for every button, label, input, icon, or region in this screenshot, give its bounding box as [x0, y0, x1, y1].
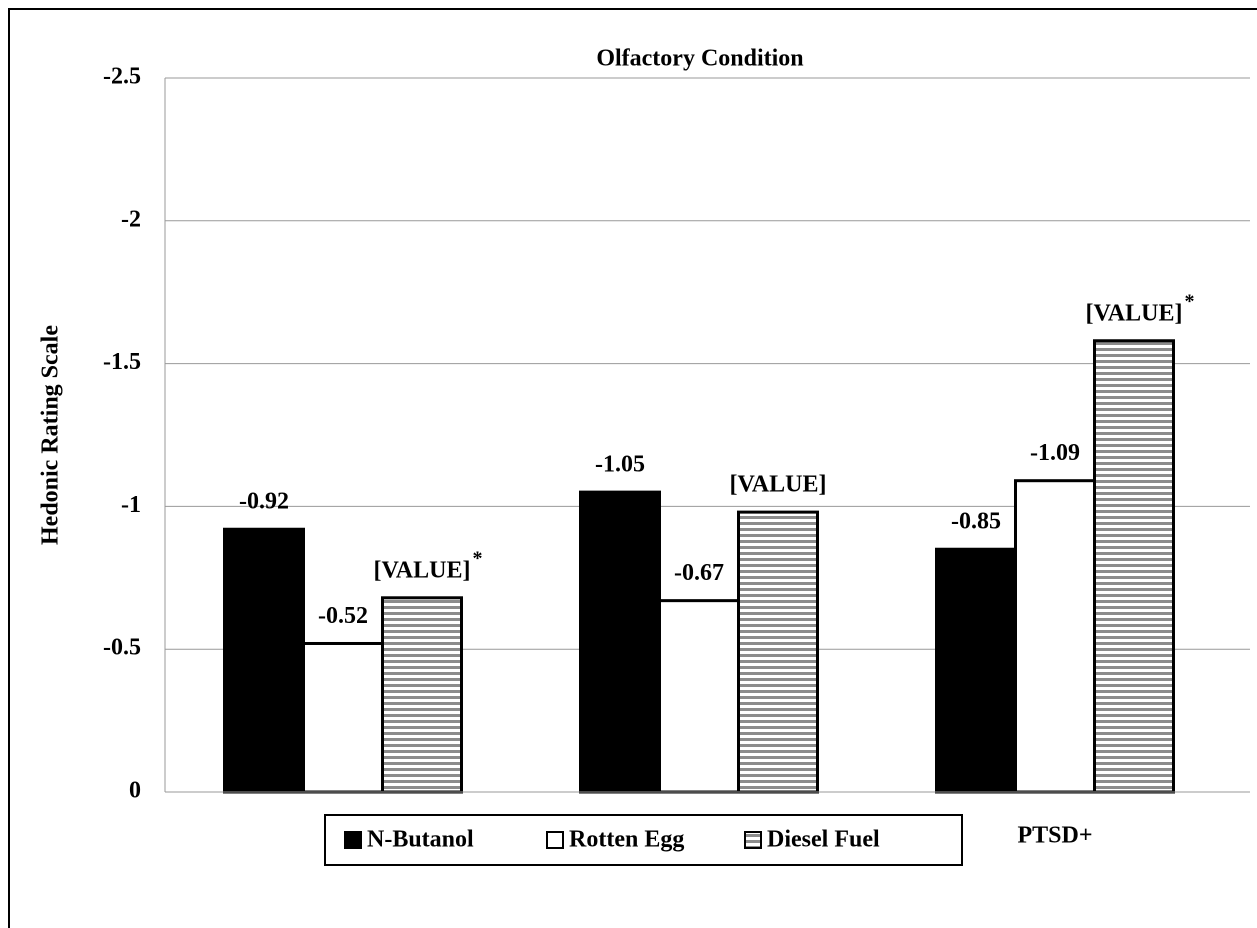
x-tick-label: PTSD+ [1017, 823, 1092, 849]
significance-marker: * [1184, 290, 1194, 312]
y-tick-label: -1 [121, 492, 141, 518]
y-tick-label: -1.5 [103, 349, 141, 375]
chart-title: Olfactory Condition [596, 46, 803, 72]
bar [1014, 479, 1096, 794]
bar [223, 527, 305, 794]
legend-swatch [546, 831, 564, 849]
y-tick-label: -0.5 [103, 635, 141, 661]
data-label: -0.92 [239, 489, 289, 515]
data-label: -0.67 [674, 560, 724, 586]
data-label: -1.09 [1030, 440, 1080, 466]
data-label: -1.05 [595, 452, 645, 478]
data-label: [VALUE] [374, 557, 471, 583]
data-label: -0.52 [318, 603, 368, 629]
data-label: [VALUE] [730, 472, 827, 498]
frame [8, 8, 1257, 928]
legend-label: Diesel Fuel [767, 827, 880, 853]
bar [1093, 339, 1175, 794]
bar [935, 547, 1017, 794]
data-label: -0.85 [951, 509, 1001, 535]
y-tick-label: -2.5 [103, 64, 141, 90]
legend-label: Rotten Egg [569, 827, 684, 853]
y-axis-label: Hedonic Rating Scale [38, 325, 64, 545]
y-tick-label: -2 [121, 206, 141, 232]
bar [302, 641, 384, 794]
significance-marker: * [472, 547, 482, 569]
data-label: [VALUE] [1086, 300, 1183, 326]
legend-box [324, 814, 963, 866]
legend-label: N-Butanol [367, 827, 474, 853]
bar [381, 596, 463, 794]
legend-swatch [744, 831, 762, 849]
bar [737, 510, 819, 794]
y-tick-label: 0 [129, 778, 141, 804]
legend-swatch [344, 831, 362, 849]
bar [579, 490, 661, 794]
bar [658, 599, 740, 794]
